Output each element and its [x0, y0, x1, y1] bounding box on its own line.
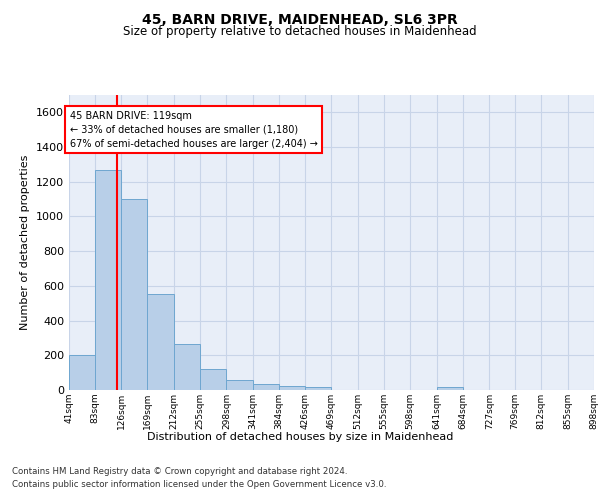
- Text: Contains HM Land Registry data © Crown copyright and database right 2024.: Contains HM Land Registry data © Crown c…: [12, 468, 347, 476]
- Bar: [226, 380, 253, 390]
- Bar: [148, 294, 174, 390]
- Text: Distribution of detached houses by size in Maidenhead: Distribution of detached houses by size …: [147, 432, 453, 442]
- Text: Contains public sector information licensed under the Open Government Licence v3: Contains public sector information licen…: [12, 480, 386, 489]
- Bar: [95, 170, 121, 390]
- Text: Size of property relative to detached houses in Maidenhead: Size of property relative to detached ho…: [123, 25, 477, 38]
- Bar: [253, 384, 279, 390]
- Y-axis label: Number of detached properties: Number of detached properties: [20, 155, 31, 330]
- Bar: [279, 386, 305, 390]
- Bar: [121, 199, 148, 390]
- Bar: [174, 344, 200, 390]
- Bar: [200, 369, 226, 390]
- Text: 45 BARN DRIVE: 119sqm
← 33% of detached houses are smaller (1,180)
67% of semi-d: 45 BARN DRIVE: 119sqm ← 33% of detached …: [70, 110, 317, 148]
- Bar: [305, 387, 331, 390]
- Bar: [437, 386, 463, 390]
- Text: 45, BARN DRIVE, MAIDENHEAD, SL6 3PR: 45, BARN DRIVE, MAIDENHEAD, SL6 3PR: [142, 12, 458, 26]
- Bar: [69, 356, 95, 390]
